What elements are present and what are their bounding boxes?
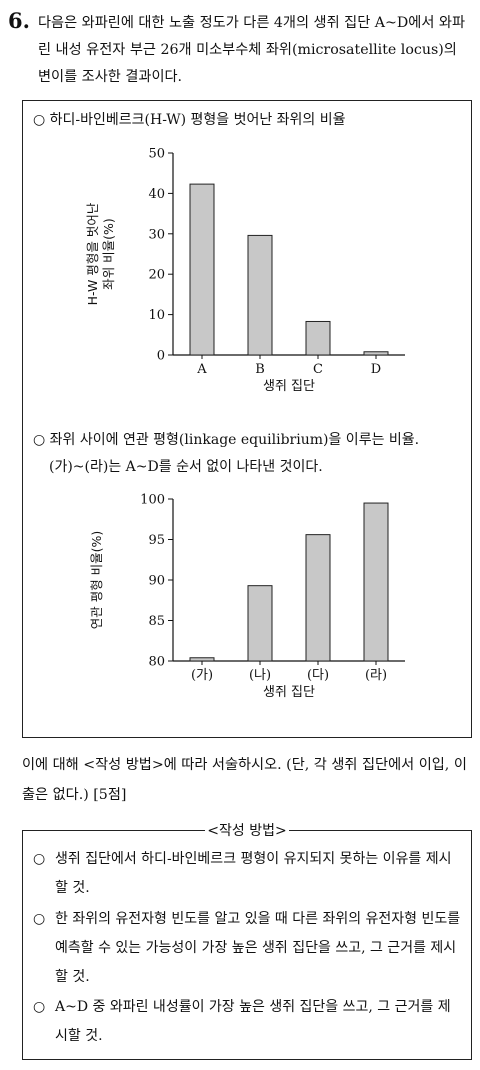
- method-item-2-text: 한 좌위의 유전자형 빈도를 알고 있을 때 다른 좌위의 유전자형 빈도를 예…: [55, 911, 461, 985]
- y-tick-label: 95: [148, 533, 165, 548]
- data-box: ○ 하디-바인베르크(H-W) 평형을 벗어난 좌위의 비율 0 10 20 30 40…: [22, 100, 472, 738]
- chart2-caption-line2: (가)~(라)는 A~D를 순서 없이 나타낸 것이다.: [49, 459, 323, 475]
- y-tick-label: 10: [148, 308, 165, 323]
- y-axis-label-line1: H-W 평형을 벗어난: [85, 202, 100, 305]
- bullet-circle-icon: ○: [33, 911, 46, 927]
- question-number: 6.: [8, 8, 30, 33]
- bar-4: [363, 351, 389, 356]
- x-tick-label: (라): [365, 668, 387, 683]
- method-item-1: ○ 생쥐 집단에서 하디-바인베르크 평형이 유지되지 못하는 이유를 제시할 …: [33, 845, 463, 903]
- x-tick-label: A: [196, 362, 207, 377]
- method-title: <작성 방법>: [205, 823, 289, 839]
- bar-3: [305, 320, 331, 356]
- method-item-3: ○ A~D 중 와파린 내성률이 가장 높은 생쥐 집단을 쓰고, 그 근거를 …: [33, 993, 463, 1051]
- question-intro: 다음은 와파린에 대한 노출 정도가 다른 4개의 생쥐 집단 A~D에서 와파…: [38, 15, 465, 85]
- hw-deviation-chart: 0 10 20 30 40 50 A B C D 생쥐 집단 H-W 평형을 벗어난 좌위 비율(%): [85, 147, 405, 394]
- y-tick-label: 0: [157, 349, 165, 364]
- bar-2: [247, 585, 273, 662]
- y-tick-label: 80: [148, 655, 165, 670]
- chart1-caption: ○ 하디-바인베르크(H-W) 평형을 벗어난 좌위의 비율: [33, 112, 346, 128]
- y-tick-label: 20: [148, 268, 165, 283]
- y-axis-label: 연관 평형 비율(%): [89, 531, 104, 630]
- y-tick-label: 100: [140, 493, 165, 508]
- x-axis-label: 생쥐 집단: [263, 685, 315, 700]
- bullet-circle-icon: ○: [33, 851, 46, 867]
- method-item-1-text: 생쥐 집단에서 하디-바인베르크 평형이 유지되지 못하는 이유를 제시할 것.: [55, 851, 452, 896]
- instruction-text: 이에 대해 <작성 방법>에 따라 서술하시오. (단, 각 생쥐 집단에서 이…: [22, 757, 467, 803]
- method-item-3-text: A~D 중 와파린 내성률이 가장 높은 생쥐 집단을 쓰고, 그 근거를 제시…: [55, 999, 451, 1044]
- x-tick-label: B: [255, 362, 265, 377]
- bullet-circle-icon: ○: [33, 999, 46, 1015]
- chart2-caption-line1: ○ 좌위 사이에 연관 평형(linkage equilibrium)을 이루는…: [33, 432, 420, 448]
- y-tick-label: 85: [148, 614, 165, 629]
- x-tick-label: D: [371, 362, 381, 377]
- bar-2: [247, 234, 273, 356]
- y-tick-label: 50: [148, 147, 165, 162]
- x-tick-label: (다): [307, 668, 329, 683]
- x-tick-label: C: [313, 362, 323, 377]
- bar-4: [363, 502, 389, 662]
- x-axis-label: 생쥐 집단: [263, 379, 315, 394]
- bar-3: [305, 534, 331, 662]
- y-axis-label-line2: 좌위 비율(%): [101, 218, 116, 290]
- bar-1: [189, 183, 215, 356]
- x-tick-label: (나): [249, 668, 271, 683]
- method-box: <작성 방법> ○ 생쥐 집단에서 하디-바인베르크 평형이 유지되지 못하는 …: [22, 823, 472, 1060]
- bar-1: [189, 657, 215, 662]
- x-tick-label: (가): [191, 668, 213, 683]
- y-tick-label: 40: [148, 187, 165, 202]
- y-tick-label: 90: [148, 574, 165, 589]
- y-tick-label: 30: [148, 227, 165, 242]
- linkage-equilibrium-chart: 80 85 90 95 100 (가) (나) (다) (라) 생쥐 집단 연관 평형 비율(%): [89, 493, 405, 700]
- method-item-2: ○ 한 좌위의 유전자형 빈도를 알고 있을 때 다른 좌위의 유전자형 빈도를…: [33, 905, 463, 992]
